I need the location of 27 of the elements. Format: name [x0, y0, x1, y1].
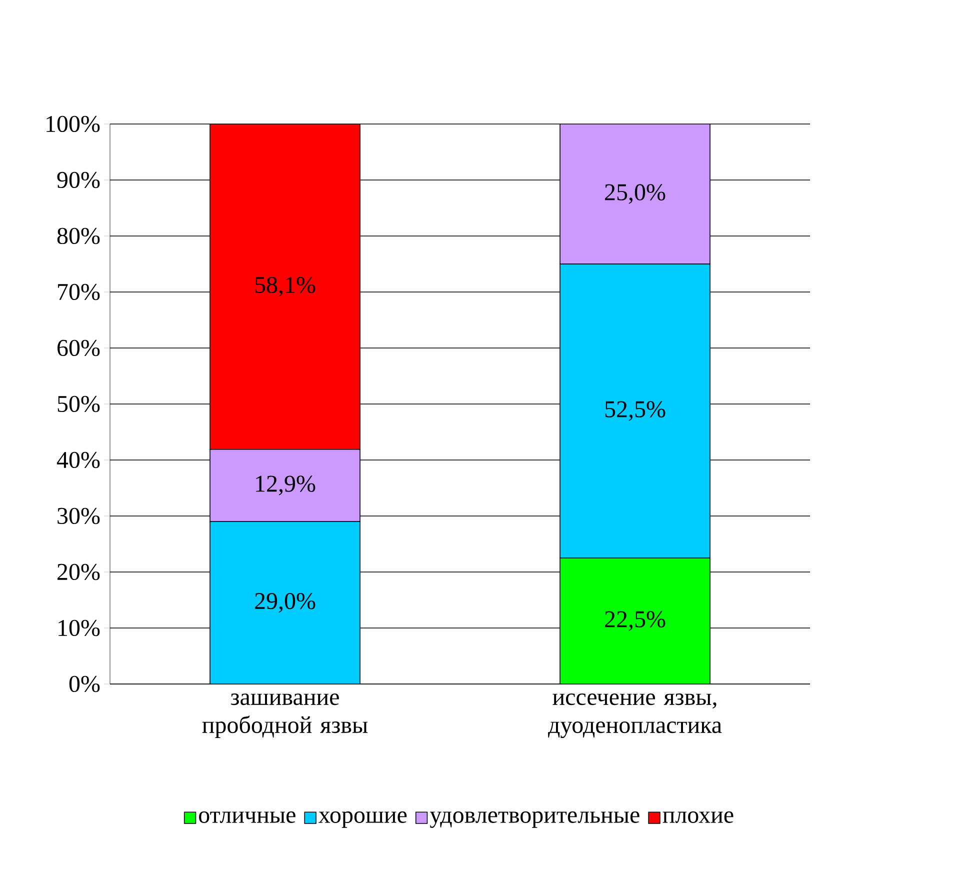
x-tick-label: зашивание прободной язвы [202, 694, 368, 738]
y-tick-label: 10% [58, 620, 100, 636]
data-label: 25,0% [605, 184, 666, 204]
bar [210, 448, 360, 522]
data-label: 29,0% [255, 592, 316, 613]
y-tick-label: 40% [56, 452, 100, 468]
y-tick-label: 80% [57, 228, 100, 244]
y-tick-label: 30% [58, 508, 100, 524]
bar [560, 264, 710, 558]
bar [210, 521, 360, 684]
legend-label: удовлетворительные [430, 811, 640, 828]
y-tick-label: 60% [58, 340, 100, 356]
x-tick-label: иссечение язвы, дуоденопластика [548, 694, 722, 738]
legend-label: плохие [662, 811, 734, 823]
legend-label: отличные [199, 811, 296, 823]
y-tick-label: 50% [58, 396, 100, 412]
y-tick-label: 90% [57, 172, 100, 188]
y-tick-label: 20% [58, 564, 100, 580]
data-label: 22,5% [605, 611, 666, 631]
data-label: 52,5% [605, 401, 666, 421]
y-tick-label: 0% [69, 676, 100, 692]
data-label: 12,9% [256, 476, 316, 496]
bar [560, 124, 710, 264]
data-label: 58,1% [255, 276, 316, 296]
y-tick-label: 100% [46, 116, 100, 132]
legend-label: хорошие [318, 811, 407, 828]
y-tick-label: 70% [58, 284, 100, 300]
